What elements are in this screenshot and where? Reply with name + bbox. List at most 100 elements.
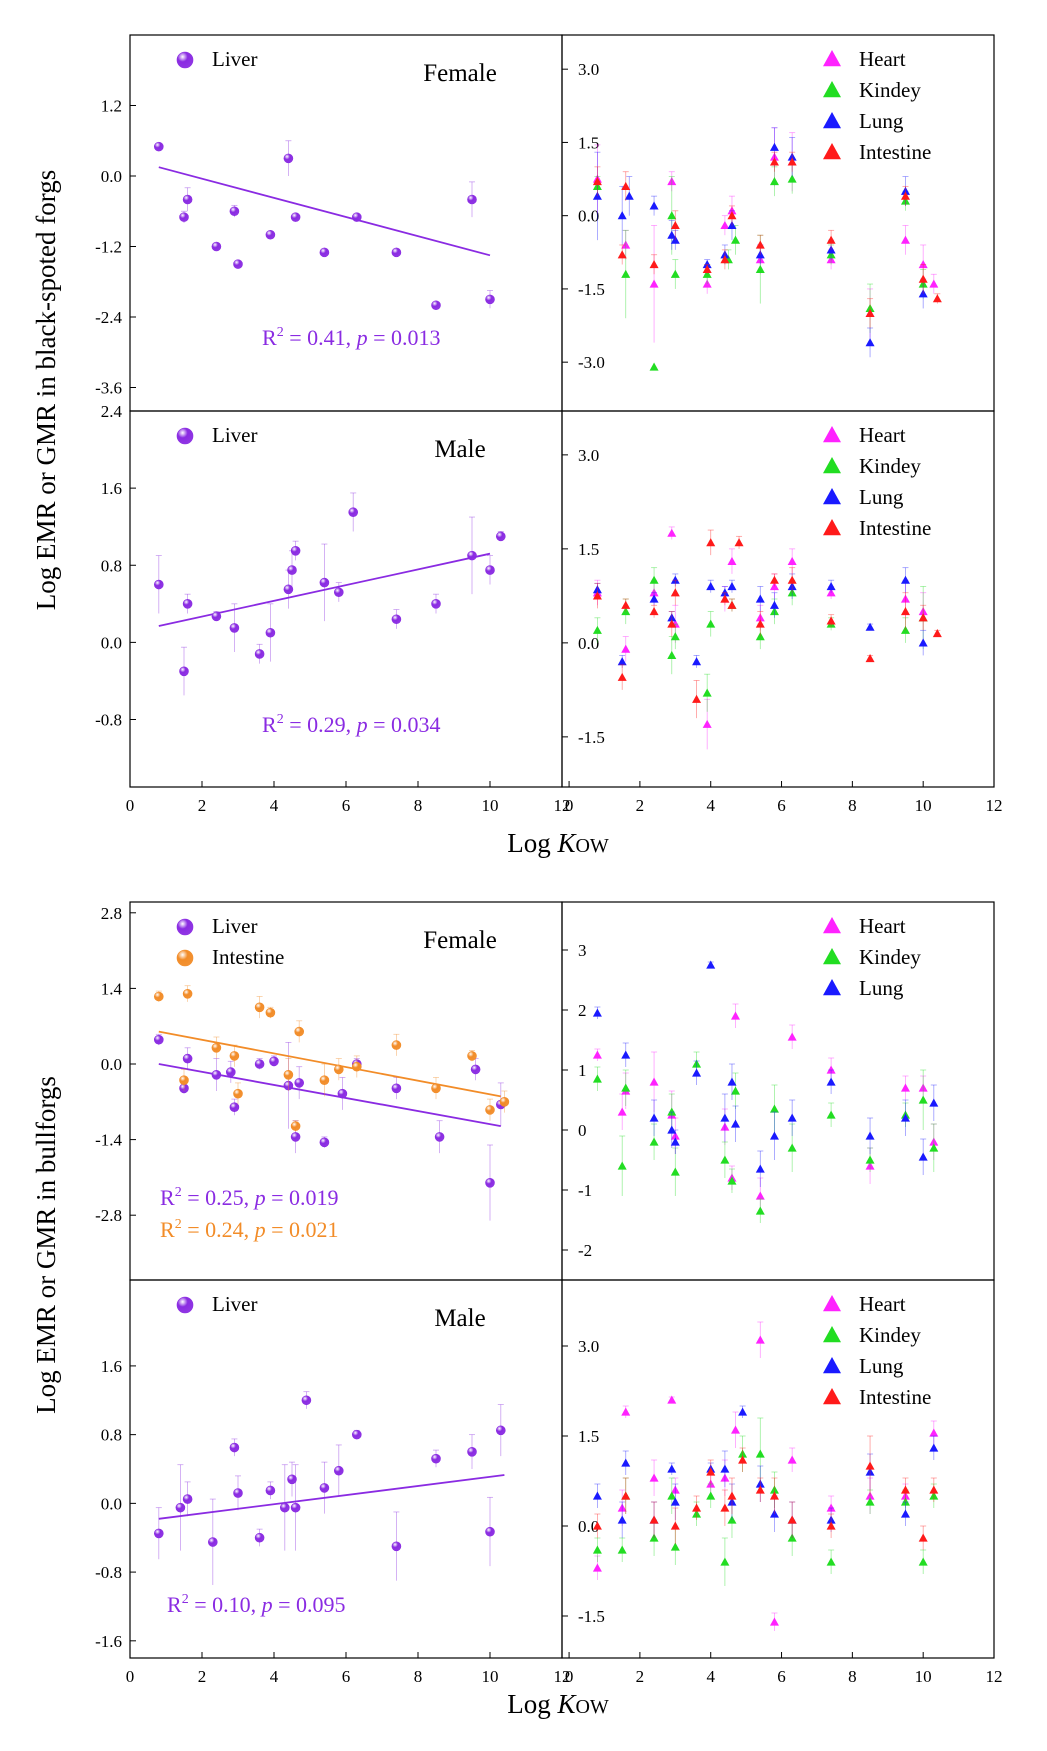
point-intestine: [720, 1503, 730, 1512]
point-heart: [706, 1479, 716, 1488]
y-tick-label: -1.2: [95, 238, 122, 257]
point-kindey: [720, 1557, 730, 1566]
point-lung: [787, 152, 797, 161]
y-tick-label: 0.0: [101, 1055, 122, 1074]
point-heart: [769, 1617, 779, 1626]
x-tick-label: 8: [414, 1667, 423, 1686]
point-liver: [211, 1070, 222, 1080]
point-intestine: [706, 1467, 716, 1476]
anno-part: R: [160, 1185, 175, 1210]
legend-marker-heart: [823, 50, 841, 67]
panel-label: Female: [423, 60, 497, 87]
legend-marker-lung: [823, 488, 841, 505]
legend-label-lung: Lung: [859, 1354, 904, 1378]
point-heart: [592, 1563, 602, 1572]
point-lung: [649, 1113, 659, 1122]
point-intestine: [670, 1521, 680, 1530]
point-liver: [283, 584, 294, 595]
point-heart: [865, 1491, 875, 1500]
point-lung: [727, 1077, 737, 1086]
y-tick-label: 2: [578, 1001, 587, 1020]
point-intestine: [900, 607, 910, 616]
point-liver: [431, 599, 441, 609]
anno-sup: 2: [182, 1592, 189, 1607]
point-lung: [649, 201, 659, 210]
point-lung: [929, 1098, 939, 1107]
point-kindey: [769, 176, 779, 186]
panel-frame: [561, 34, 995, 412]
point-lung: [769, 1131, 779, 1140]
point-lung: [918, 638, 928, 647]
point-kindey: [787, 588, 797, 597]
x-tick-label: 10: [482, 796, 499, 815]
point-liver: [391, 614, 402, 625]
point-kindey: [670, 269, 680, 278]
x-tick-label: 12: [554, 796, 571, 815]
legend-marker-heart: [823, 426, 841, 443]
legend-label-intestine: Intestine: [859, 516, 931, 540]
point-lung: [787, 1113, 797, 1122]
point-lung: [900, 575, 910, 584]
point-kindey: [706, 1491, 716, 1500]
point-lung: [667, 1125, 677, 1134]
point-kindey: [727, 1515, 737, 1524]
point-heart: [929, 279, 939, 288]
anno-sup: 2: [277, 712, 284, 727]
panel-bottom_male_organs: 3.0 1.5 0.0 -1.5 0 2 4 6 8 10 12 Heart Kindey Lung Int…: [561, 1279, 1003, 1686]
point-heart: [592, 1050, 602, 1059]
point-heart: [670, 1485, 680, 1494]
point-intestine: [670, 588, 680, 597]
point-kindey: [900, 625, 910, 634]
point-kindey: [670, 632, 680, 641]
y-tick-label: -1: [578, 1181, 592, 1200]
y-tick-label: -2: [578, 1241, 592, 1260]
point-intestine: [929, 1485, 939, 1494]
x-tick-label: 0: [565, 1667, 574, 1686]
legend-marker-intestine: [176, 949, 194, 967]
anno-sup: 2: [277, 325, 284, 340]
x-tick-label: 4: [270, 1667, 279, 1686]
point-kindey: [702, 688, 712, 697]
legend-label-kindey: Kindey: [859, 454, 921, 478]
point-lung: [769, 142, 779, 151]
point-liver: [319, 1483, 330, 1493]
point-liver: [351, 212, 362, 222]
anno-p: p: [253, 1185, 266, 1210]
legend-label-heart: Heart: [859, 1292, 906, 1316]
point-lung: [918, 289, 928, 298]
point-heart: [621, 240, 631, 249]
y-tick-label: 0.0: [578, 207, 599, 226]
point-lung: [865, 622, 875, 631]
point-intestine: [621, 1491, 631, 1500]
point-intestine: [182, 988, 193, 999]
point-intestine: [769, 157, 779, 166]
point-heart: [727, 556, 737, 565]
point-heart: [787, 556, 797, 565]
point-heart: [755, 1191, 765, 1200]
legend-label-lung: Lung: [859, 485, 904, 509]
point-liver: [254, 1059, 265, 1069]
y-tick-label: 0.8: [101, 1426, 122, 1445]
point-liver: [229, 206, 240, 217]
point-kindey: [592, 1074, 602, 1083]
top-y-axis-label: Log EMR or GMR in black-spoted forgs: [31, 170, 61, 610]
point-liver: [283, 1080, 294, 1091]
point-intestine: [702, 264, 712, 273]
legend-label-intestine: Intestine: [859, 140, 931, 164]
point-liver: [154, 579, 164, 590]
point-heart: [918, 607, 928, 616]
point-liver: [467, 194, 477, 205]
x-tick-label: 12: [554, 1667, 571, 1686]
point-liver: [467, 550, 477, 561]
y-tick-label: 2.4: [101, 402, 123, 421]
point-liver: [269, 1056, 279, 1067]
point-heart: [826, 1503, 836, 1512]
point-intestine: [617, 672, 627, 681]
point-kindey: [769, 607, 779, 616]
point-heart: [727, 206, 737, 215]
point-lung: [900, 1113, 910, 1122]
point-intestine: [649, 260, 659, 269]
point-lung: [826, 581, 836, 591]
point-intestine: [727, 1491, 737, 1500]
panel-bottom_female_liver: 2.8 1.4 0.0 -1.4 -2.8 Liver Intestine Female R2 …: [95, 901, 563, 1281]
